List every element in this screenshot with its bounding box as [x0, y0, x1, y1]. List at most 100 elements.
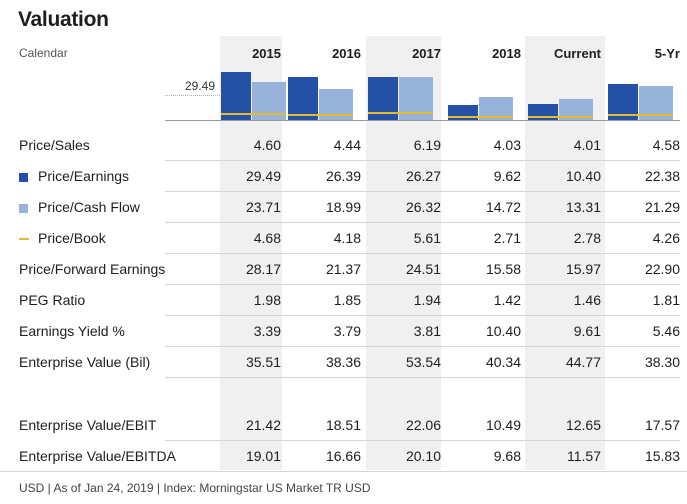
cell-value: 16.66: [325, 448, 361, 464]
table-row: Price/Book 4.68 4.18 5.61 2.71 2.78 4.26: [0, 223, 687, 254]
row-divider: [165, 191, 680, 192]
cell-value: 10.40: [565, 168, 601, 184]
cell-value: 40.34: [485, 354, 521, 370]
cell-value: 24.51: [405, 261, 441, 277]
line-price-book: [368, 111, 433, 114]
cell-value: 1.85: [333, 292, 361, 308]
cell-value: 17.57: [644, 417, 680, 433]
cell-value: 1.46: [573, 292, 601, 308]
line-price-book: [448, 116, 513, 119]
row-divider: [165, 315, 680, 316]
cell-value: 22.06: [405, 417, 441, 433]
cell-value: 4.58: [652, 137, 680, 153]
cell-value: 38.30: [644, 354, 680, 370]
cell-value: 2.71: [493, 230, 521, 246]
row-label: Price/Forward Earnings: [19, 261, 166, 277]
row-label: PEG Ratio: [19, 292, 86, 308]
cell-value: 23.71: [245, 199, 281, 215]
cell-value: 3.39: [253, 323, 281, 339]
cell-value: 10.40: [485, 323, 521, 339]
cell-value: 22.90: [644, 261, 680, 277]
cell-value: 10.49: [485, 417, 521, 433]
line-price-book: [221, 113, 286, 116]
cell-value: 18.99: [325, 199, 361, 215]
row-label: Enterprise Value/EBIT: [19, 417, 157, 433]
cell-value: 28.17: [245, 261, 281, 277]
cell-value: 21.37: [325, 261, 361, 277]
cell-value: 20.10: [405, 448, 441, 464]
row-divider: [165, 253, 680, 254]
cell-value: 4.44: [333, 137, 361, 153]
cell-value: 53.54: [405, 354, 441, 370]
table-row: Enterprise Value (Bil) 35.51 38.36 53.54 40.…: [0, 347, 687, 378]
table-row: Price/Earnings 29.49 26.39 26.27 9.62 10.40 22…: [0, 161, 687, 192]
column-header: 2017: [412, 46, 441, 61]
row-divider: [165, 377, 680, 378]
row-divider: [165, 440, 680, 441]
cell-value: 9.62: [493, 168, 521, 184]
column-header: Current: [554, 46, 601, 61]
legend-price-earnings-icon: [19, 173, 28, 182]
cell-value: 44.77: [565, 354, 601, 370]
cell-value: 5.61: [413, 230, 441, 246]
table-row: Price/Cash Flow 23.71 18.99 26.32 14.72 13.31…: [0, 192, 687, 223]
line-price-book: [288, 114, 353, 117]
cell-value: 15.83: [644, 448, 680, 464]
bar-price-earnings: [368, 77, 398, 121]
column-header: 2018: [492, 46, 521, 61]
table-row: Enterprise Value/EBITDA 19.01 16.66 20.10 9.…: [0, 441, 687, 472]
row-label: Price/Sales: [19, 137, 90, 153]
row-label: Price/Cash Flow: [38, 199, 140, 215]
cell-value: 26.27: [405, 168, 441, 184]
cell-value: 15.97: [565, 261, 601, 277]
cell-value: 4.26: [652, 230, 680, 246]
bar-price-cash-flow: [319, 89, 353, 121]
chart-reference-line: [165, 95, 220, 96]
page-title: Valuation: [18, 8, 109, 31]
cell-value: 1.94: [413, 292, 441, 308]
cell-value: 11.57: [567, 448, 601, 464]
row-divider: [165, 284, 680, 285]
cell-value: 4.03: [493, 137, 521, 153]
cell-value: 12.65: [565, 417, 601, 433]
cell-value: 26.32: [405, 199, 441, 215]
table-row: Earnings Yield % 3.39 3.79 3.81 10.40 9.61 5.4…: [0, 316, 687, 347]
cell-value: 35.51: [245, 354, 281, 370]
cell-value: 9.68: [493, 448, 521, 464]
cell-value: 26.39: [325, 168, 361, 184]
cell-value: 22.38: [644, 168, 680, 184]
cell-value: 13.31: [565, 199, 601, 215]
row-label: Enterprise Value (Bil): [19, 354, 151, 370]
chart-reference-label: 29.49: [184, 79, 215, 93]
bar-price-earnings: [528, 103, 558, 121]
bar-price-earnings: [221, 72, 251, 121]
bar-price-earnings: [288, 77, 318, 121]
legend-price-book-icon: [19, 238, 29, 240]
cell-value: 21.29: [644, 199, 680, 215]
cell-value: 3.79: [333, 323, 361, 339]
cell-value: 4.01: [573, 137, 601, 153]
footer-note: USD | As of Jan 24, 2019 | Index: Mornin…: [19, 481, 371, 495]
table-row: Enterprise Value/EBIT 21.42 18.51 22.06 10.4…: [0, 410, 687, 441]
legend-price-cash-flow-icon: [19, 204, 28, 213]
cell-value: 38.36: [325, 354, 361, 370]
cell-value: 6.19: [413, 137, 441, 153]
table-row: Price/Sales 4.60 4.44 6.19 4.03 4.01 4.58: [0, 130, 687, 161]
cell-value: 3.81: [413, 323, 441, 339]
line-price-book: [528, 116, 593, 119]
calendar-label: Calendar: [19, 46, 68, 60]
column-header: 5-Yr: [654, 46, 680, 61]
row-divider: [165, 346, 680, 347]
row-label: Enterprise Value/EBITDA: [19, 448, 176, 464]
row-label: Price/Book: [38, 230, 106, 246]
cell-value: 1.42: [493, 292, 521, 308]
cell-value: 15.58: [485, 261, 521, 277]
column-header: 2015: [252, 46, 281, 61]
footer-divider: [0, 471, 687, 472]
cell-value: 4.68: [253, 230, 281, 246]
cell-value: 5.46: [652, 323, 680, 339]
bar-price-cash-flow: [399, 77, 433, 121]
row-label: Price/Earnings: [38, 168, 130, 184]
row-divider: [165, 160, 680, 161]
row-divider: [165, 222, 680, 223]
